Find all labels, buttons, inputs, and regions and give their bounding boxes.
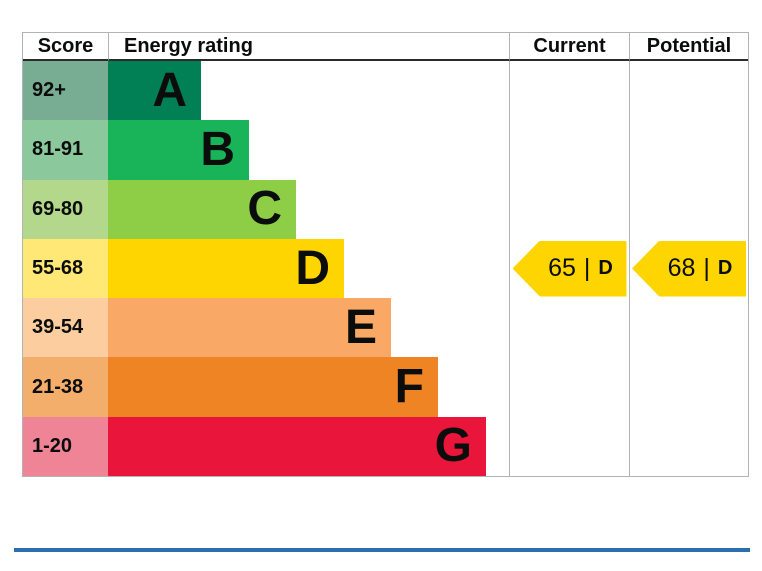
rating-cell: B <box>108 120 509 180</box>
band-letter: D <box>295 241 330 295</box>
current-cell <box>509 179 629 239</box>
potential-cell <box>629 120 748 180</box>
score-cell: 55-68 <box>23 238 108 299</box>
rating-cell: A <box>108 61 509 121</box>
band-bar-e: E <box>108 298 391 358</box>
band-bar-d: D <box>108 238 344 299</box>
score-cell: 69-80 <box>23 179 108 239</box>
potential-cell: 68 | D <box>629 238 748 299</box>
band-bar-a: A <box>108 61 201 121</box>
potential-rating-arrow: 68 | D <box>632 240 746 297</box>
band-letter: C <box>247 182 282 236</box>
potential-cell <box>629 357 748 417</box>
epc-rating-table: Score Energy rating Current Potential 92… <box>22 32 749 478</box>
potential-cell <box>629 61 748 121</box>
band-bar-c: C <box>108 179 296 239</box>
score-cell: 81-91 <box>23 120 108 180</box>
current-rating-arrow: 65 | D <box>512 240 627 297</box>
potential-band-letter: D <box>717 257 733 280</box>
current-column-header: Current <box>509 33 629 61</box>
band-letter: G <box>434 419 472 473</box>
current-cell <box>509 120 629 180</box>
rating-cell: D <box>108 238 509 299</box>
potential-cell <box>629 179 748 239</box>
current-cell <box>509 61 629 121</box>
band-letter: B <box>200 122 235 176</box>
current-score-value: 65 <box>548 254 576 283</box>
current-band-letter: D <box>598 257 613 280</box>
bottom-separator-rule <box>14 548 750 552</box>
band-bar-g: G <box>108 416 486 477</box>
current-cell: 65 | D <box>509 238 629 299</box>
potential-cell <box>629 416 748 477</box>
score-cell: 39-54 <box>23 298 108 358</box>
score-cell: 92+ <box>23 61 108 121</box>
band-letter: A <box>152 63 187 117</box>
rating-cell: C <box>108 179 509 239</box>
score-cell: 1-20 <box>23 416 108 477</box>
energy-rating-column-header: Energy rating <box>108 33 509 61</box>
arrow-separator: | <box>583 254 591 283</box>
current-cell <box>509 416 629 477</box>
rating-cell: E <box>108 298 509 358</box>
current-cell <box>509 298 629 358</box>
potential-column-header: Potential <box>629 33 748 61</box>
score-cell: 21-38 <box>23 357 108 417</box>
rating-cell: G <box>108 416 509 477</box>
band-letter: E <box>344 300 377 354</box>
band-bar-f: F <box>108 357 438 417</box>
current-cell <box>509 357 629 417</box>
score-column-header: Score <box>23 33 108 61</box>
potential-score-value: 68 <box>667 254 696 283</box>
band-letter: F <box>394 360 424 414</box>
arrow-separator: | <box>703 254 710 283</box>
potential-cell <box>629 298 748 358</box>
rating-cell: F <box>108 357 509 417</box>
band-bar-b: B <box>108 120 249 180</box>
